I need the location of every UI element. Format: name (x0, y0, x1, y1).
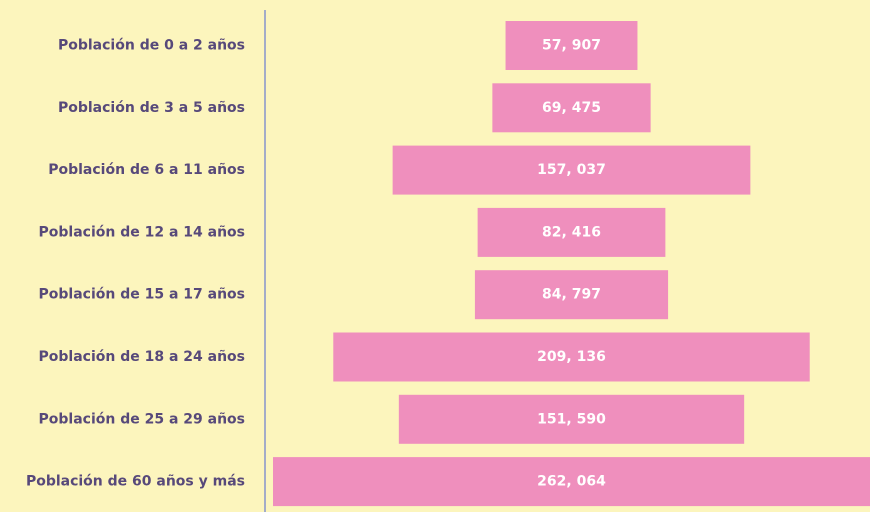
category-label: Población de 60 años y más (26, 474, 245, 490)
value-label: 262, 064 (537, 474, 606, 490)
category-label: Población de 6 a 11 años (48, 162, 245, 178)
value-label: 57, 907 (542, 38, 601, 54)
value-label: 151, 590 (537, 411, 606, 427)
bar (273, 457, 870, 507)
category-label: Población de 3 a 5 años (58, 100, 245, 116)
bar (474, 270, 669, 320)
value-label: 69, 475 (542, 100, 601, 116)
category-label: Población de 0 a 2 años (58, 38, 245, 54)
value-label: 84, 797 (542, 287, 601, 303)
bar (398, 394, 745, 444)
value-label: 157, 037 (537, 162, 606, 178)
bar (505, 21, 638, 70)
category-label: Población de 15 a 17 años (39, 287, 246, 303)
category-label: Población de 18 a 24 años (39, 349, 246, 365)
bar (392, 145, 751, 195)
category-label: Población de 12 a 14 años (39, 224, 246, 240)
value-label: 82, 416 (542, 224, 601, 240)
category-label: Población de 25 a 29 años (39, 411, 246, 427)
bar (477, 207, 666, 257)
bar (333, 332, 810, 382)
value-label: 209, 136 (537, 349, 606, 365)
bar (492, 83, 651, 133)
